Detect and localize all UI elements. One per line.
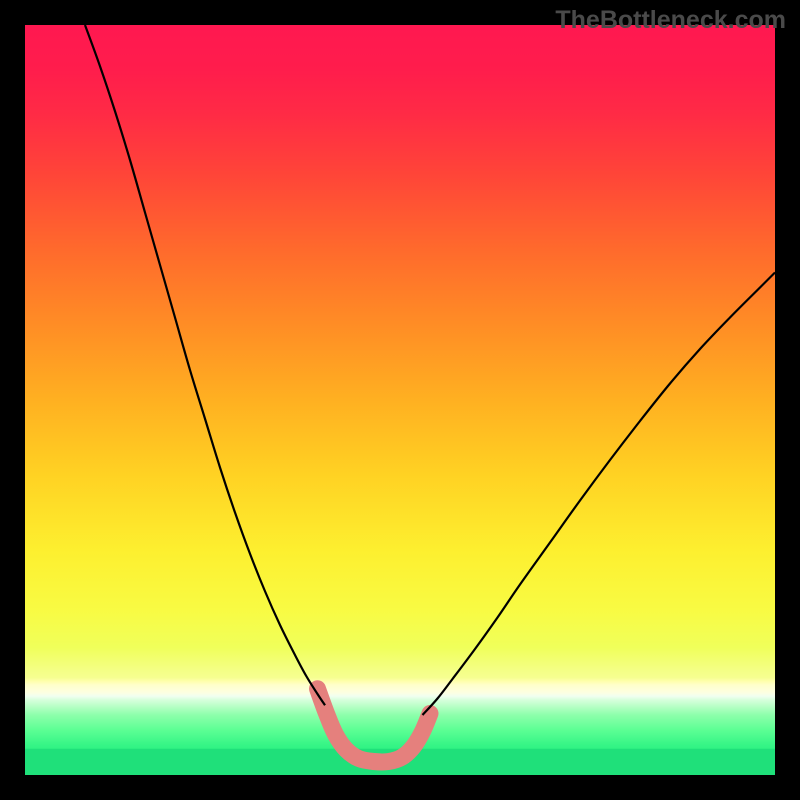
chart-stage: TheBottleneck.com	[0, 0, 800, 800]
watermark-text: TheBottleneck.com	[555, 6, 786, 35]
chart-background	[25, 25, 775, 775]
bottleneck-chart	[25, 25, 775, 775]
